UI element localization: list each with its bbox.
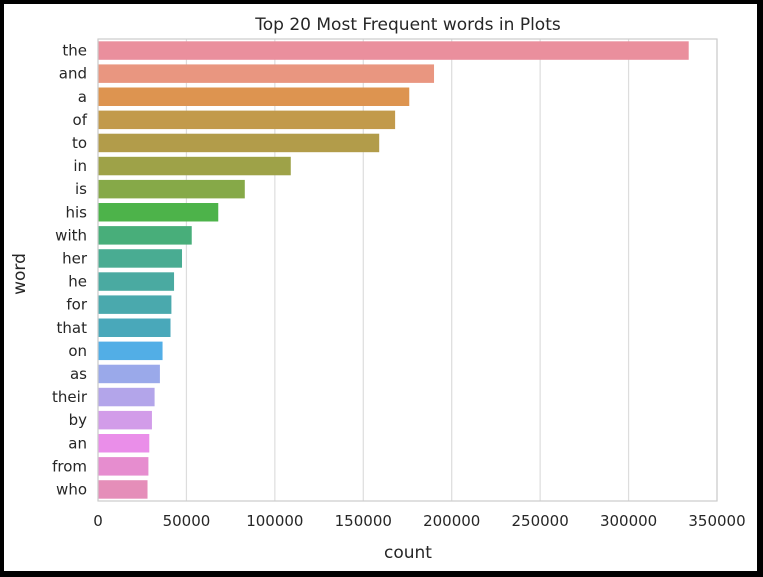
bar-of (98, 110, 396, 130)
y-tick-label: for (66, 296, 87, 314)
x-tick-label: 250000 (512, 512, 569, 530)
bar-and (98, 64, 435, 83)
x-tick-label: 50000 (163, 512, 211, 530)
y-tick-label: her (62, 249, 88, 267)
x-tick-label: 100000 (246, 512, 303, 530)
bar-a (98, 87, 410, 106)
y-axis-title: word (10, 253, 30, 295)
bar-as (98, 364, 160, 384)
y-tick-label: who (56, 480, 87, 498)
y-tick-label: and (59, 65, 87, 83)
y-tick-label: is (75, 180, 87, 198)
bars (98, 41, 689, 499)
bar-an (98, 434, 150, 453)
bar-with (98, 226, 192, 245)
y-tick-label: his (66, 203, 88, 221)
bar-who (98, 480, 148, 499)
y-tick-label: with (55, 226, 87, 244)
bar-that (98, 318, 171, 337)
bar-by (98, 410, 152, 430)
bar-to (98, 133, 380, 153)
x-tick-label: 300000 (600, 512, 657, 530)
y-tick-label: to (72, 134, 87, 152)
bar-her (98, 249, 183, 268)
y-tick-label: the (62, 42, 87, 60)
y-tick-label: of (73, 111, 88, 129)
plot-frame (97, 38, 718, 502)
bar-his (98, 203, 219, 222)
x-tick-label: 150000 (335, 512, 392, 530)
y-tick-label: their (52, 388, 88, 406)
y-tick-label: an (68, 434, 87, 452)
y-tick-label: by (69, 411, 88, 429)
x-tick-label: 0 (93, 512, 103, 530)
y-tick-label: on (68, 342, 87, 360)
bar-from (98, 457, 149, 476)
x-tick-label: 350000 (688, 512, 745, 530)
y-tick-label: that (57, 319, 88, 337)
bar-he (98, 272, 175, 291)
bar-in (98, 156, 291, 176)
chart-figure: Top 20 Most Frequent words in Plots the a… (4, 4, 757, 571)
bar-on (98, 341, 163, 361)
bar-for (98, 295, 172, 314)
y-tick-label: as (70, 365, 87, 383)
x-tick-labels: 0 50000 100000 150000 200000 250000 300000 3500… (93, 512, 745, 530)
chart-title: Top 20 Most Frequent words in Plots (254, 15, 561, 35)
gridlines (97, 39, 718, 501)
x-axis-title: count (384, 543, 432, 563)
y-tick-label: he (68, 273, 87, 291)
x-tick-label: 200000 (423, 512, 480, 530)
bar-chart: Top 20 Most Frequent words in Plots the a… (10, 15, 746, 563)
y-tick-labels: the and a of to in is his with her he for that on as th… (52, 42, 88, 499)
y-tick-label: from (52, 457, 87, 475)
y-tick-label: in (73, 157, 87, 175)
y-tick-label: a (78, 88, 87, 106)
bar-their (98, 387, 155, 407)
bar-is (98, 179, 245, 199)
bar-the (98, 41, 689, 60)
